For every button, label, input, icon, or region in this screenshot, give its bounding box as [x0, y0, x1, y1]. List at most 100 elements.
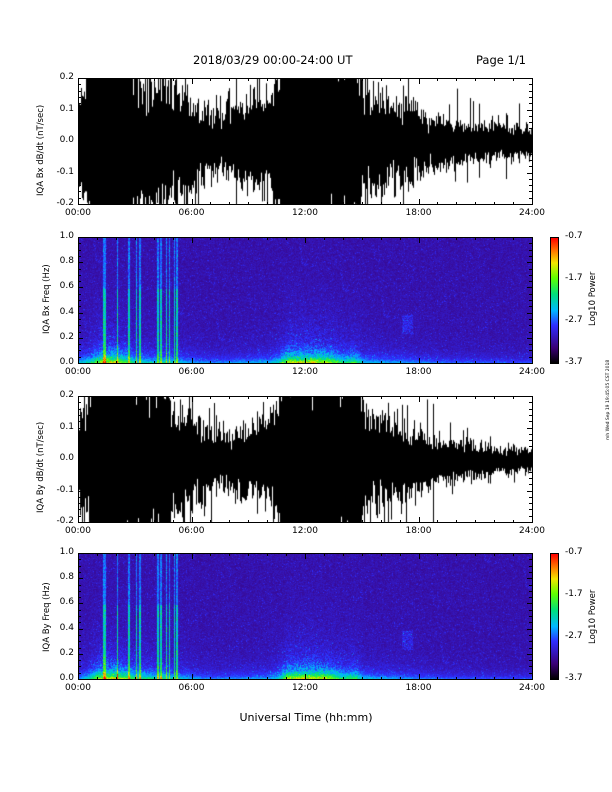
x-tick-label: 18:00 — [405, 683, 432, 693]
x-tick-mark — [153, 553, 155, 556]
y-minor-tick — [78, 647, 81, 649]
y-minor-tick — [78, 350, 81, 352]
x-tick-mark — [286, 78, 288, 81]
x-tick-mark — [532, 396, 533, 402]
x-tick-mark — [418, 358, 420, 364]
x-tick-mark — [78, 358, 79, 364]
x-tick-mark — [305, 237, 306, 243]
x-tick-mark — [134, 78, 136, 81]
x-tick-mark — [191, 78, 193, 84]
y-minor-tick — [529, 185, 532, 187]
x-tick-mark — [248, 553, 250, 556]
x-tick-mark — [513, 677, 515, 680]
x-tick-mark — [210, 78, 212, 81]
x-tick-mark — [399, 237, 401, 240]
y-minor-tick — [78, 84, 81, 86]
y-minor-tick — [529, 672, 532, 674]
y-minor-tick — [529, 197, 532, 199]
x-tick-mark — [248, 78, 250, 81]
y-minor-tick — [78, 153, 81, 155]
x-tick-mark — [323, 520, 325, 523]
x-tick-mark — [513, 520, 515, 523]
y-minor-tick — [78, 255, 81, 257]
x-tick-mark — [380, 677, 382, 680]
x-tick-mark — [475, 237, 477, 240]
x-tick-mark — [399, 361, 401, 364]
y-minor-tick — [529, 356, 532, 358]
y-minor-tick — [78, 78, 81, 79]
colorbar-tick-label: -3.7 — [565, 673, 583, 683]
bx-waveform-trace — [79, 79, 532, 204]
x-tick-mark — [361, 361, 363, 364]
y-minor-tick — [78, 490, 81, 492]
y-minor-tick — [78, 660, 81, 662]
x-tick-mark — [229, 361, 231, 364]
x-tick-label: 00:00 — [65, 367, 91, 377]
by-waveform-panel — [78, 396, 533, 523]
x-tick-mark — [115, 78, 117, 81]
y-minor-tick — [78, 433, 81, 435]
x-tick-label: 12:00 — [292, 526, 318, 536]
x-tick-mark — [172, 237, 174, 240]
colorbar-tick-label: -1.7 — [565, 273, 583, 283]
y-minor-tick — [78, 571, 81, 573]
y-minor-tick — [78, 427, 81, 429]
x-tick-mark — [210, 396, 212, 399]
x-tick-mark — [323, 237, 325, 240]
y-tick-label: 0.0 — [59, 673, 74, 683]
colorbar-tick-label: -3.7 — [565, 357, 583, 367]
x-tick-mark — [437, 237, 439, 240]
y-tick-label: 0.0 — [59, 357, 74, 367]
x-tick-mark — [475, 202, 477, 205]
x-tick-mark — [267, 677, 269, 680]
x-tick-mark — [380, 202, 382, 205]
x-tick-mark — [456, 78, 458, 81]
x-tick-mark — [323, 78, 325, 81]
x-tick-mark — [115, 237, 117, 240]
x-tick-label: 06:00 — [178, 367, 205, 377]
x-tick-mark — [305, 78, 306, 84]
x-tick-mark — [134, 237, 136, 240]
x-tick-mark — [210, 520, 212, 523]
y-minor-tick — [529, 109, 532, 111]
x-tick-mark — [475, 677, 477, 680]
x-tick-mark — [210, 361, 212, 364]
x-tick-mark — [361, 78, 363, 81]
x-tick-mark — [248, 361, 250, 364]
y-minor-tick — [529, 122, 532, 124]
x-tick-label: 18:00 — [405, 208, 432, 218]
y-minor-tick — [529, 172, 532, 174]
y-minor-tick — [529, 141, 532, 142]
x-tick-mark — [437, 520, 439, 523]
y-minor-tick — [529, 459, 532, 460]
x-tick-mark — [305, 553, 306, 559]
x-tick-mark — [323, 553, 325, 556]
y-minor-tick — [529, 178, 532, 180]
x-tick-mark — [172, 78, 174, 81]
colorbar-tick-label: -0.7 — [565, 231, 583, 241]
page-indicator: Page 1/1 — [476, 53, 527, 67]
y-minor-tick — [529, 421, 532, 423]
x-tick-mark — [115, 202, 117, 205]
x-tick-mark — [267, 237, 269, 240]
bx-colorbar-label: Log10 Power — [588, 271, 598, 326]
x-tick-mark — [229, 237, 231, 240]
y-minor-tick — [78, 465, 81, 467]
y-minor-tick — [529, 452, 532, 454]
x-tick-mark — [513, 237, 515, 240]
x-tick-mark — [96, 361, 98, 364]
x-tick-mark — [191, 553, 193, 559]
x-tick-label: 00:00 — [65, 208, 91, 218]
y-minor-tick — [529, 191, 532, 193]
y-minor-tick — [529, 293, 532, 295]
x-tick-mark — [305, 199, 306, 205]
x-tick-mark — [96, 202, 98, 205]
y-minor-tick — [78, 312, 81, 314]
y-minor-tick — [78, 590, 81, 592]
y-tick-label: 0.2 — [59, 390, 74, 400]
y-tick-label: -0.2 — [56, 198, 74, 208]
x-axis-title: Universal Time (hh:mm) — [239, 711, 373, 724]
y-minor-tick — [529, 647, 532, 649]
x-tick-mark — [513, 553, 515, 556]
x-tick-mark — [323, 677, 325, 680]
